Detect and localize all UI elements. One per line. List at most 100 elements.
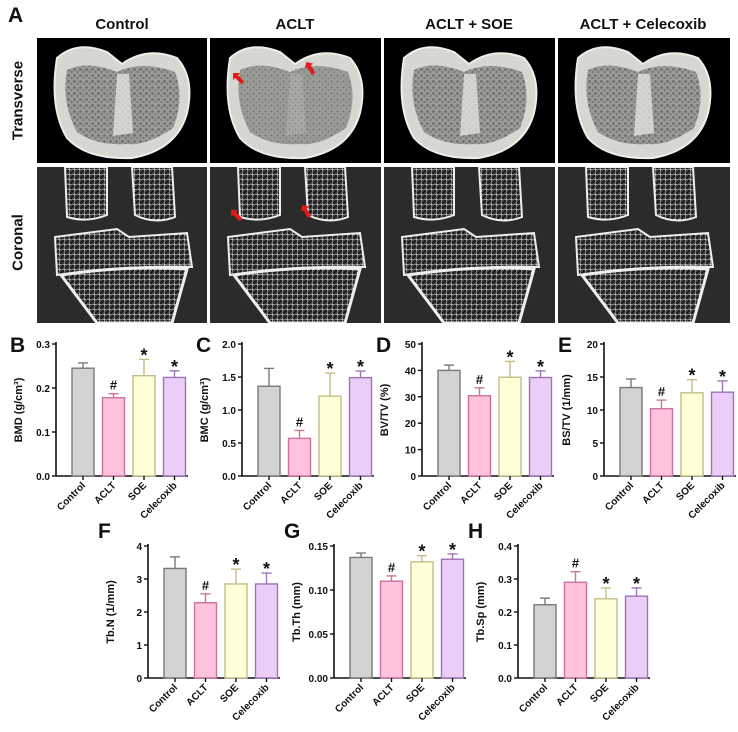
- chart-d: D BV/TV (%) 0 10 20 30 40 50 Control # ACLT * SOE * Ce…: [366, 326, 554, 522]
- bar-celecoxib: [710, 391, 735, 477]
- significance-mark: #: [110, 378, 118, 393]
- svg-text:50: 50: [405, 340, 417, 351]
- bar-aclt: [467, 395, 492, 477]
- significance-mark: *: [326, 359, 333, 379]
- svg-text:0.15: 0.15: [309, 542, 329, 553]
- bar-soe: [224, 583, 248, 679]
- svg-text:2: 2: [136, 608, 142, 619]
- bar-soe: [132, 374, 156, 477]
- x-tick-label: Control: [333, 682, 366, 715]
- svg-text:0.05: 0.05: [309, 630, 329, 641]
- y-axis-label: BMD (g/cm³): [13, 377, 25, 442]
- significance-mark: *: [140, 345, 147, 365]
- chart-h: H Tb.Sp (mm) 0.0 0.1 0.2 0.3 0.4 Control # ACLT * S…: [462, 518, 650, 727]
- svg-text:0.10: 0.10: [309, 586, 329, 597]
- bar-control: [533, 604, 557, 679]
- coronal-image-aclt-celecoxib: [558, 167, 730, 323]
- panel-letter-d: D: [376, 334, 391, 357]
- bar-control: [619, 386, 643, 477]
- bar-aclt: [287, 437, 312, 477]
- x-tick-label: Control: [241, 480, 274, 513]
- chart-c: C BMC (g/cm³) 0.0 0.5 1.0 1.5 2.0 Control # ACLT *…: [186, 326, 374, 522]
- chart-g: G Tb.Th (mm) 0.00 0.05 0.10 0.15 Control # ACLT *…: [278, 518, 466, 727]
- significance-mark: #: [296, 414, 304, 429]
- significance-mark: *: [688, 366, 695, 386]
- bar-soe: [318, 395, 342, 477]
- coronal-image-control: [37, 167, 207, 323]
- panel-letter-c: C: [196, 334, 211, 357]
- y-axis-label: BS/TV (1/mm): [561, 374, 573, 446]
- significance-mark: *: [171, 357, 178, 377]
- svg-text:0: 0: [592, 472, 598, 483]
- x-tick-label: SOE: [312, 480, 335, 503]
- svg-text:0: 0: [410, 472, 416, 483]
- x-tick-label: ACLT: [641, 480, 667, 506]
- x-tick-label: ACLT: [555, 682, 581, 708]
- svg-text:5: 5: [592, 439, 598, 450]
- significance-mark: *: [537, 357, 544, 377]
- bar-aclt: [563, 581, 588, 679]
- svg-text:0.3: 0.3: [36, 340, 50, 351]
- svg-text:2.0: 2.0: [222, 340, 236, 351]
- column-title-aclt-celecoxib: ACLT + Celecoxib: [579, 16, 707, 33]
- svg-text:1: 1: [136, 641, 142, 652]
- bar-celecoxib: [624, 595, 649, 679]
- panel-letter-b: B: [10, 334, 25, 357]
- svg-text:1.0: 1.0: [222, 406, 236, 417]
- bar-celecoxib: [440, 558, 465, 679]
- y-axis-label: Tb.Sp (mm): [475, 581, 487, 642]
- svg-text:0.0: 0.0: [498, 674, 512, 685]
- x-tick-label: Control: [603, 480, 636, 513]
- x-tick-label: ACLT: [371, 682, 397, 708]
- svg-text:0.2: 0.2: [498, 608, 512, 619]
- panel-letter-f: F: [98, 520, 111, 543]
- svg-text:20: 20: [405, 419, 417, 430]
- svg-text:0.2: 0.2: [36, 384, 50, 395]
- significance-mark: *: [357, 357, 364, 377]
- svg-text:1.5: 1.5: [222, 373, 236, 384]
- bar-soe: [410, 561, 434, 679]
- x-tick-label: SOE: [218, 682, 241, 705]
- y-axis-label: Tb.N (1/mm): [105, 580, 117, 644]
- svg-text:0.1: 0.1: [36, 428, 50, 439]
- transverse-image-aclt-celecoxib: [558, 38, 730, 163]
- bar-celecoxib: [162, 376, 187, 477]
- x-tick-label: ACLT: [185, 682, 211, 708]
- bar-control: [437, 369, 461, 477]
- chart-f: F Tb.N (1/mm) 0 1 2 3 4 Control # ACLT * SOE * Celeco…: [92, 518, 280, 727]
- bar-soe: [594, 598, 618, 679]
- svg-text:0.0: 0.0: [222, 472, 236, 483]
- svg-text:30: 30: [405, 393, 417, 404]
- bar-aclt: [101, 396, 126, 477]
- bar-aclt: [379, 580, 404, 679]
- svg-text:0.3: 0.3: [498, 575, 512, 586]
- svg-text:10: 10: [587, 406, 599, 417]
- svg-text:15: 15: [587, 373, 599, 384]
- panel-letter-g: G: [284, 520, 300, 543]
- significance-mark: #: [572, 556, 580, 571]
- svg-text:20: 20: [587, 340, 599, 351]
- y-axis-label: Tb.Th (mm): [291, 582, 303, 642]
- significance-mark: *: [449, 540, 456, 560]
- svg-text:4: 4: [136, 542, 142, 553]
- row-title-transverse: Transverse: [9, 60, 27, 141]
- significance-mark: *: [719, 367, 726, 387]
- svg-text:0.00: 0.00: [309, 674, 329, 685]
- significance-mark: #: [476, 372, 484, 387]
- bar-aclt: [193, 602, 218, 679]
- transverse-image-aclt: [210, 38, 381, 163]
- significance-mark: *: [602, 574, 609, 594]
- x-tick-label: SOE: [126, 480, 149, 503]
- significance-mark: *: [633, 574, 640, 594]
- svg-text:0.4: 0.4: [498, 542, 512, 553]
- panel-letter-a: A: [8, 4, 24, 27]
- significance-mark: *: [263, 559, 270, 579]
- svg-text:40: 40: [405, 366, 417, 377]
- bar-control: [71, 367, 95, 477]
- x-tick-label: Control: [55, 480, 88, 513]
- significance-mark: #: [388, 560, 396, 575]
- significance-mark: *: [506, 347, 513, 367]
- bar-aclt: [649, 407, 674, 477]
- svg-text:3: 3: [136, 575, 142, 586]
- svg-text:10: 10: [405, 446, 417, 457]
